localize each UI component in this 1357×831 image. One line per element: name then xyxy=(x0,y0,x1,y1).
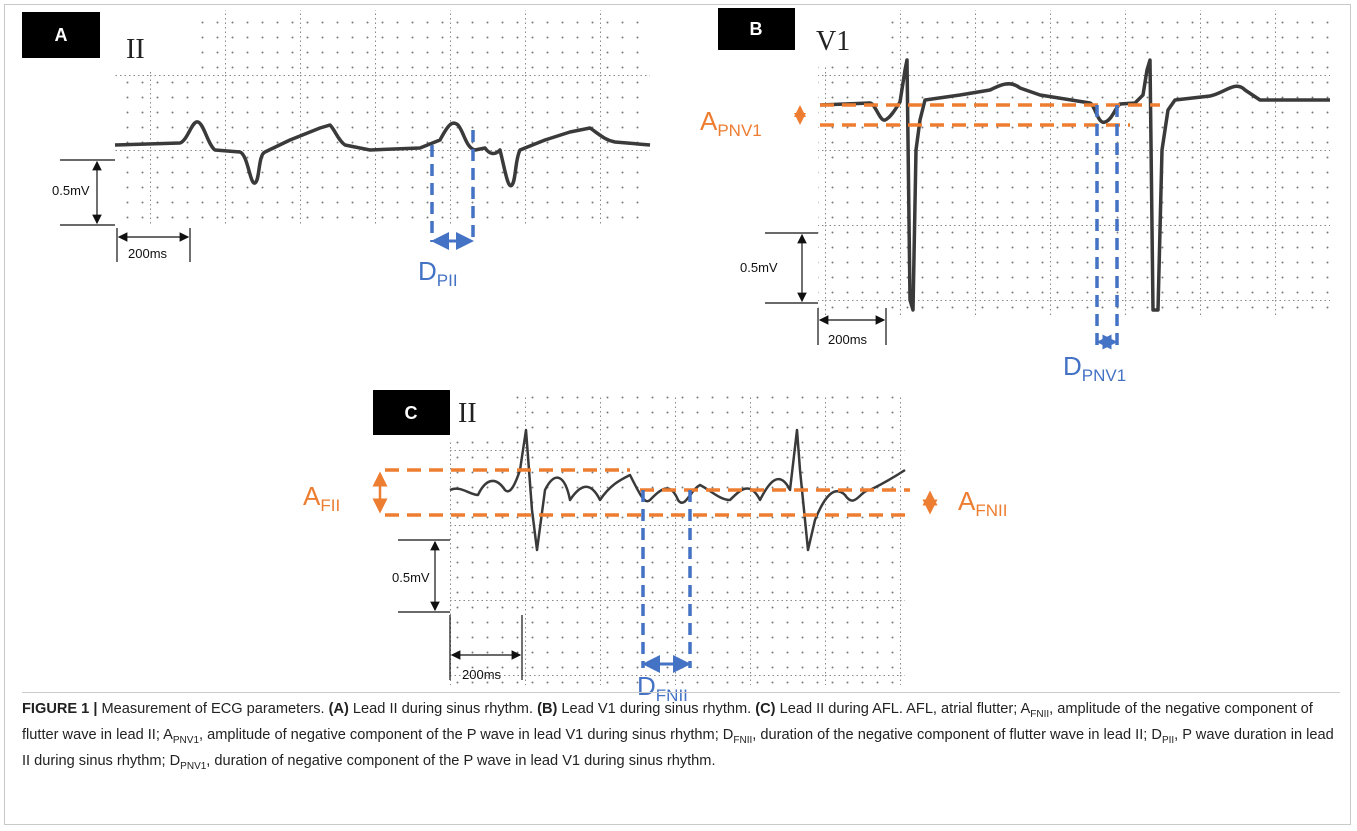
caption-bold: (B) xyxy=(537,701,557,717)
caption-subscript: PNV1 xyxy=(173,735,199,746)
panel-label: A xyxy=(55,25,68,45)
page: A II 0.5mV 200ms DPII B V1 APNV1 0.5mV 2… xyxy=(0,0,1357,831)
annotation-sub: FII xyxy=(320,496,340,515)
panel-label: B xyxy=(750,19,763,39)
panel-b: B V1 APNV1 0.5mV 200ms DPNV1 xyxy=(700,8,1330,385)
caption-subscript: PII xyxy=(1162,735,1174,746)
caption-text: Measurement of ECG parameters. xyxy=(102,701,329,717)
amplitude-scale: 0.5mV xyxy=(52,183,90,198)
caption-bold: (C) xyxy=(755,701,775,717)
time-scale: 200ms xyxy=(462,667,502,682)
annotation-main: D xyxy=(1063,351,1082,381)
caption-text: , duration of negative component of the … xyxy=(206,753,715,769)
annotation-main: A xyxy=(958,486,976,516)
caption-subscript: PNV1 xyxy=(180,761,206,772)
annotation: APNV1 xyxy=(700,106,762,140)
amplitude-scale: 0.5mV xyxy=(740,260,778,275)
caption-bold: FIGURE 1 | xyxy=(22,701,102,717)
annotation-main: A xyxy=(303,481,321,511)
caption-text: Lead V1 during sinus rhythm. xyxy=(557,701,755,717)
time-scale: 200ms xyxy=(828,332,868,347)
lead-label: V1 xyxy=(816,26,850,57)
annotation-sub: PNV1 xyxy=(717,121,761,140)
panel-a: A II 0.5mV 200ms DPII xyxy=(22,10,650,290)
caption-subscript: FNII xyxy=(733,735,752,746)
lead-label: II xyxy=(126,34,145,65)
annotation-main: A xyxy=(700,106,718,136)
figure: A II 0.5mV 200ms DPII B V1 APNV1 0.5mV 2… xyxy=(0,0,1357,690)
lead-label: II xyxy=(458,398,477,429)
panel-label: C xyxy=(405,403,418,423)
annotation-sub: PNV1 xyxy=(1082,366,1126,385)
caption-text: Lead II during AFL. AFL, atrial flutter;… xyxy=(776,701,1031,717)
caption-text: , amplitude of negative component of the… xyxy=(199,727,733,743)
annotation: AFNII xyxy=(958,486,1007,520)
annotation: DPNV1 xyxy=(1063,351,1126,385)
caption-text: Lead II during sinus rhythm. xyxy=(349,701,537,717)
annotation-sub: PII xyxy=(437,271,458,290)
annotation-main: D xyxy=(418,256,437,286)
annotation: DPII xyxy=(418,256,458,290)
caption-subscript: FNII xyxy=(1030,709,1049,720)
panel-c: C II AFII AFNII 0.5mV 200ms xyxy=(303,390,1007,685)
annotation: AFII xyxy=(303,481,340,515)
caption-bold: (A) xyxy=(329,701,349,717)
amplitude-scale: 0.5mV xyxy=(392,570,430,585)
figure-caption: FIGURE 1 | Measurement of ECG parameters… xyxy=(22,692,1340,777)
caption-text: , duration of the negative component of … xyxy=(752,727,1162,743)
annotation-sub: FNII xyxy=(975,501,1007,520)
time-scale: 200ms xyxy=(128,246,168,261)
